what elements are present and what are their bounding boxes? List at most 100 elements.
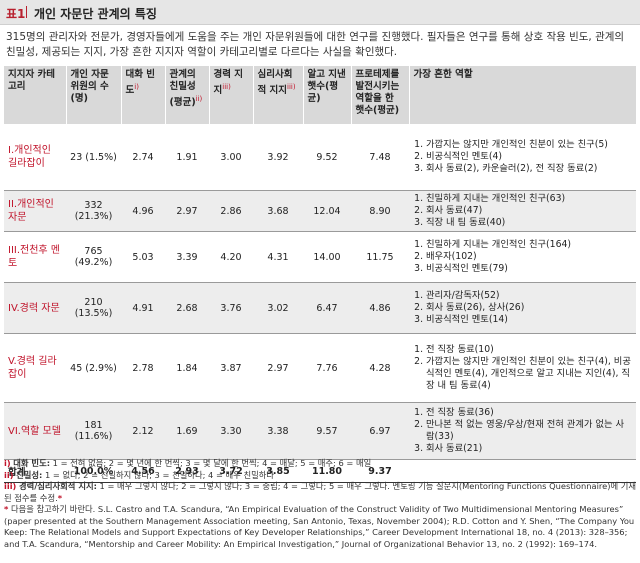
total-career: 3.72 xyxy=(209,459,253,483)
support-table: 지지자 카테고리 개인 자문 위원의 수(명) 대화 빈도i) 관계의 친밀성 … xyxy=(4,66,636,483)
years-cell: 6.47 xyxy=(303,282,351,334)
intimacy-cell: 1.69 xyxy=(165,402,209,460)
intimacy-cell: 1.84 xyxy=(165,333,209,403)
count-cell: 23 (1.5%) xyxy=(66,124,121,191)
category-cell: VI.역할 모델 xyxy=(4,402,66,460)
intimacy-cell: 3.39 xyxy=(165,231,209,283)
count-cell: 765 (49.2%) xyxy=(66,231,121,283)
table-header-row: 지지자 카테고리 개인 자문 위원의 수(명) 대화 빈도i) 관계의 친밀성 … xyxy=(4,66,636,124)
role-item: 전 직장 동료(36) xyxy=(426,407,632,419)
role-item: 배우자(102) xyxy=(426,251,632,263)
role-item: 친밀하게 지내는 개인적인 친구(63) xyxy=(426,193,632,205)
freq-cell: 2.78 xyxy=(121,333,165,403)
role-item: 회사 동료(47) xyxy=(426,205,632,217)
total-roles-empty xyxy=(409,459,636,483)
header-count: 개인 자문 위원의 수(명) xyxy=(66,66,122,124)
header-psych: 심리사회적 지지iii) xyxy=(253,66,304,124)
freq-cell: 4.96 xyxy=(121,190,165,232)
category-cell: V.경력 길라잡이 xyxy=(4,333,66,403)
count-cell: 181 (11.6%) xyxy=(66,402,121,460)
years-cell: 7.76 xyxy=(303,333,351,403)
role-item: 친밀하게 지내는 개인적인 친구(164) xyxy=(426,239,632,251)
table-row: II.개인적인 자문 332 (21.3%) 4.96 2.97 2.86 3.… xyxy=(4,190,636,232)
total-years: 11.80 xyxy=(303,459,351,483)
freq-cell: 5.03 xyxy=(121,231,165,283)
psych-cell: 2.97 xyxy=(253,333,303,403)
table-row: V.경력 길라잡이 45 (2.9%) 2.78 1.84 3.87 2.97 … xyxy=(4,333,636,403)
total-intimacy: 2.93 xyxy=(165,459,209,483)
intimacy-cell: 2.97 xyxy=(165,190,209,232)
category-cell: IV.경력 자문 xyxy=(4,282,66,334)
table-title: 개인 자문단 관계의 특징 xyxy=(34,7,157,21)
protege-cell: 7.48 xyxy=(351,124,409,191)
protege-cell: 4.28 xyxy=(351,333,409,403)
category-cell: III.전천후 멘토 xyxy=(4,231,66,283)
years-cell: 12.04 xyxy=(303,190,351,232)
freq-cell: 2.74 xyxy=(121,124,165,191)
table-tag: 표1 xyxy=(6,7,26,21)
career-cell: 3.00 xyxy=(209,124,253,191)
psych-cell: 3.68 xyxy=(253,190,303,232)
intimacy-cell: 1.91 xyxy=(165,124,209,191)
count-cell: 332 (21.3%) xyxy=(66,190,121,232)
role-item: 관리자/감독자(52) xyxy=(426,290,632,302)
table-row: IV.경력 자문 210 (13.5%) 4.91 2.68 3.76 3.02… xyxy=(4,282,636,334)
footnote-marker: iii) xyxy=(287,83,296,91)
total-psych: 3.85 xyxy=(253,459,303,483)
role-item: 비공식적인 멘토(14) xyxy=(426,314,632,326)
footnote-marker: i) xyxy=(134,83,139,91)
psych-cell: 3.02 xyxy=(253,282,303,334)
years-cell: 9.57 xyxy=(303,402,351,460)
footnote-1: i) 대화 빈도: 1 = 전혀 없음; 2 = 몇 년에 한 번씩; 3 = … xyxy=(4,458,372,468)
role-item: 비공식적인 멘토(4) xyxy=(426,151,632,163)
role-item: 비공식적인 멘토(79) xyxy=(426,263,632,275)
protege-cell: 4.86 xyxy=(351,282,409,334)
table-row: VI.역할 모델 181 (11.6%) 2.12 1.69 3.30 3.38… xyxy=(4,402,636,460)
footnote-marker: ii) xyxy=(195,95,203,103)
header-intimacy: 관계의 친밀성 (평균)ii) xyxy=(165,66,210,124)
career-cell: 2.86 xyxy=(209,190,253,232)
header-category: 지지자 카테고리 xyxy=(4,66,67,124)
intro-text: 315명의 관리자와 전문가, 경영자들에게 도움을 주는 개인 자문위원들에 … xyxy=(6,31,625,58)
years-cell: 14.00 xyxy=(303,231,351,283)
years-cell: 9.52 xyxy=(303,124,351,191)
count-cell: 45 (2.9%) xyxy=(66,333,121,403)
roles-cell: 전 직장 동료(10) 가깝지는 않지만 개인적인 친분이 있는 친구(4), … xyxy=(409,333,636,403)
category-cell: II.개인적인 자문 xyxy=(4,190,66,232)
footnote-2: ii) 친밀성: 1 = 없다; 2 = 친밀하지 않다; 3 = 친밀하다; … xyxy=(4,469,274,480)
title-bar: 표1 개인 자문단 관계의 특징 xyxy=(0,0,640,25)
footnote-4: * 다음을 참고하기 바란다. S.L. Castro and T.A. Sca… xyxy=(4,504,635,549)
intimacy-cell: 2.68 xyxy=(165,282,209,334)
protege-cell: 8.90 xyxy=(351,190,409,232)
total-row: 합계 100.0% 4.56 2.93 3.72 3.85 11.80 9.37 xyxy=(4,459,636,483)
total-protege: 9.37 xyxy=(351,459,409,483)
footnotes: i) 대화 빈도: 1 = 전혀 없음; 2 = 몇 년에 한 번씩; 3 = … xyxy=(4,458,636,550)
footnote-3: iii) 경력/심리사회적 지지: 1 = 매우 그렇지 않다; 2 = 그렇지… xyxy=(4,481,636,503)
table-row: III.전천후 멘토 765 (49.2%) 5.03 3.39 4.20 4.… xyxy=(4,231,636,283)
table-row: I.개인적인 길라잡이 23 (1.5%) 2.74 1.91 3.00 3.9… xyxy=(4,124,636,191)
career-cell: 3.76 xyxy=(209,282,253,334)
psych-cell: 3.38 xyxy=(253,402,303,460)
roles-cell: 가깝지는 않지만 개인적인 친분이 있는 친구(5) 비공식적인 멘토(4) 회… xyxy=(409,124,636,191)
roles-cell: 친밀하게 지내는 개인적인 친구(63) 회사 동료(47) 직장 내 팀 동료… xyxy=(409,190,636,232)
roles-cell: 친밀하게 지내는 개인적인 친구(164) 배우자(102) 비공식적인 멘토(… xyxy=(409,231,636,283)
total-label: 합계 xyxy=(4,459,66,483)
footnote-marker: iii) xyxy=(222,83,231,91)
count-cell: 210 (13.5%) xyxy=(66,282,121,334)
career-cell: 4.20 xyxy=(209,231,253,283)
roles-cell: 전 직장 동료(36) 만나본 적 없는 영웅/우상/현재 전혀 관계가 없는 … xyxy=(409,402,636,460)
career-cell: 3.87 xyxy=(209,333,253,403)
role-item: 가깝지는 않지만 개인적인 친분이 있는 친구(5) xyxy=(426,139,632,151)
freq-cell: 4.91 xyxy=(121,282,165,334)
roles-cell: 관리자/감독자(52) 회사 동료(26), 상사(26) 비공식적인 멘토(1… xyxy=(409,282,636,334)
freq-cell: 2.12 xyxy=(121,402,165,460)
header-career: 경력 지지iii) xyxy=(209,66,254,124)
role-item: 회사 동료(26), 상사(26) xyxy=(426,302,632,314)
total-freq: 4.56 xyxy=(121,459,165,483)
role-item: 회사 동료(2), 카운슬러(2), 전 직장 동료(2) xyxy=(426,163,632,175)
header-protege: 프로테제를 발전시키는 역할을 한 햇수(평균) xyxy=(351,66,410,124)
total-count: 100.0% xyxy=(66,459,121,483)
psych-cell: 4.31 xyxy=(253,231,303,283)
header-freq: 대화 빈도i) xyxy=(121,66,166,124)
